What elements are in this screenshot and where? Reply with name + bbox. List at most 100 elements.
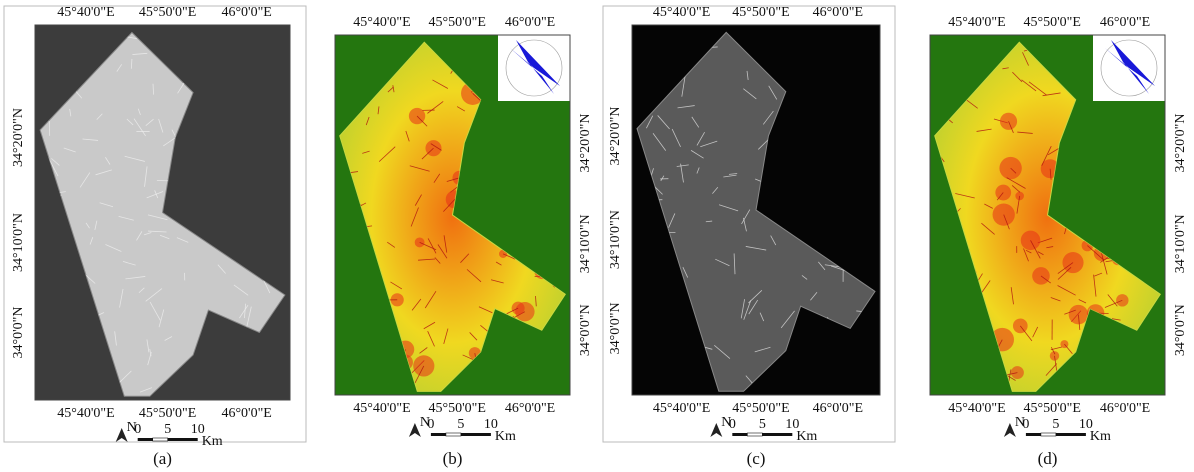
lineament [696,131,705,146]
lineament [105,244,122,252]
lineament [244,303,247,319]
lineament [1050,346,1056,355]
lineament [158,309,165,328]
lineament [427,331,435,347]
north-label: N [420,415,430,430]
lineament [105,157,111,165]
lineament [130,58,133,69]
lineament [1006,375,1016,381]
lineament [1019,325,1033,342]
lineament [1011,185,1021,193]
side-coordinate: 34°20'0"N [1173,114,1188,173]
lineament [419,347,428,354]
lineament [1087,245,1105,261]
lineament [132,52,148,55]
lineament [1046,246,1054,249]
lineament [718,204,739,212]
lineament [149,301,161,321]
scale-tick-label: 5 [759,417,766,432]
lineament [94,220,98,231]
side-coordinate: 34°20'0"N [578,114,593,173]
lineament [377,106,380,115]
lineament [139,387,153,393]
scale-unit: Km [202,434,223,449]
top-coordinate: 46°0'0"E [813,5,863,20]
lineament [51,158,60,166]
lineament [1042,92,1061,97]
lineament [443,235,448,253]
bottom-coordinate: 45°50'0"E [429,401,486,416]
top-coordinate: 45°40'0"E [353,15,410,30]
top-coordinate: 46°0'0"E [221,5,271,20]
lineament [434,257,441,264]
lineament [741,209,751,225]
lineament [770,235,777,246]
lineament [705,220,713,223]
lineament [723,174,737,178]
lineament [1022,52,1029,66]
lineament [137,108,141,115]
scale-tick-label: 0 [427,417,434,432]
lineament [469,332,478,341]
lineament [418,258,436,261]
lineament [79,172,91,188]
lineament [147,214,168,221]
lineament [124,155,145,162]
panel-frame [602,5,896,443]
lineament [246,306,252,327]
lineament [392,85,395,93]
scale-tick-label: 5 [1052,417,1059,432]
lineament [768,85,778,100]
lineament [82,138,99,141]
lineament [1037,251,1044,256]
rose-diagram [1105,40,1155,94]
lineament [118,215,134,221]
lineament [490,279,504,284]
scale-tick-label: 5 [164,422,171,437]
lineament [1028,81,1047,96]
lineament [362,150,370,154]
lineament [99,202,114,208]
lineament [152,83,154,95]
scale-tick-label: 10 [785,417,799,432]
panel-frame [3,5,307,443]
lineament [387,241,396,248]
lineament [677,105,695,109]
lineament [146,191,164,199]
map-border [334,34,571,396]
lineament [668,213,676,228]
top-coordinate: 45°40'0"E [948,15,1005,30]
lineament [1107,294,1118,307]
bottom-coordinate: 46°0'0"E [1100,401,1150,416]
scale-unit: Km [495,429,516,444]
lineament [745,246,767,251]
map-border [631,24,881,396]
top-coordinate: 45°40'0"E [57,5,114,20]
lineament [955,193,975,199]
scale-bar-segment [747,432,763,437]
scale-bar-segment [445,432,462,437]
lineament [149,348,152,357]
lineament [714,345,731,359]
density-spot [1010,366,1024,380]
density-spot [999,112,1018,130]
top-coordinate: 45°50'0"E [732,5,789,20]
lineament [1003,214,1010,230]
lineament [1006,177,1026,189]
lineament [414,194,422,206]
side-coordinate: 34°0'0"N [11,307,26,359]
lineament [136,231,143,241]
bottom-coordinate: 45°40'0"E [353,401,410,416]
side-coordinate: 34°0'0"N [608,302,623,354]
lineament [164,336,173,341]
lineament [443,328,449,345]
north-arrow [115,428,128,442]
lineament [981,222,995,235]
bottom-coordinate: 45°40'0"E [653,401,710,416]
lineament [47,156,59,177]
lineament [1032,326,1039,338]
lineament [660,175,665,182]
lineament [423,321,436,330]
north-label: N [1015,415,1025,430]
lineament [387,86,394,93]
